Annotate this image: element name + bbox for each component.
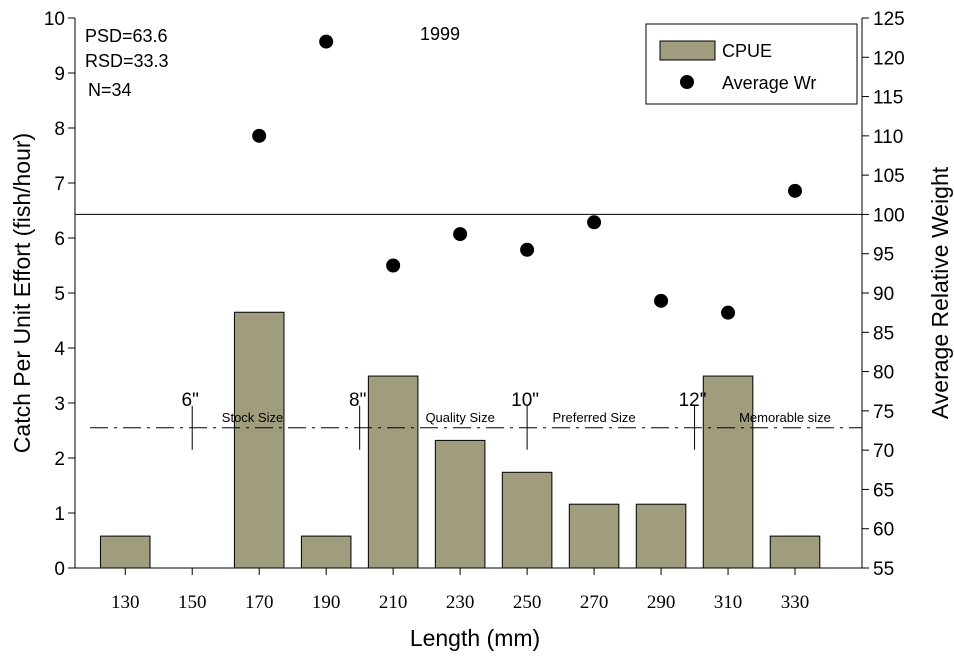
- y2-axis-title: Average Relative Weight: [927, 166, 953, 419]
- n-annotation: N=34: [88, 80, 132, 100]
- y2-tick-label-100: 100: [873, 205, 905, 226]
- y2-tick-label-90: 90: [873, 284, 894, 305]
- psd-annotation: PSD=63.6: [85, 26, 168, 46]
- legend-cpue-label: CPUE: [722, 41, 772, 61]
- y-tick-label-1: 1: [54, 504, 65, 525]
- cpue-bar-250: [501, 471, 553, 569]
- y2-tick-label-110: 110: [873, 127, 903, 148]
- y-tick-label-4: 4: [54, 339, 65, 360]
- inch-label-4: 12": [679, 390, 707, 411]
- size-zone-label-2: Quality Size: [425, 410, 494, 425]
- cpue-bar-170: [233, 311, 285, 569]
- y2-tick-label-55: 55: [873, 559, 894, 580]
- y2-tick-label-70: 70: [873, 441, 894, 462]
- x-tick-label-210: 210: [379, 592, 408, 613]
- tick-labels: 0 1 2 3 4 5 6 7 8 9 10 55 60 65 70 75 80 85 90 95 100 105 110 1…: [44, 9, 905, 613]
- legend: CPUE Average Wr: [645, 23, 858, 105]
- cpue-bar-270: [568, 503, 620, 569]
- wr-point-210: [386, 258, 401, 273]
- x-tick-label-150: 150: [178, 592, 207, 613]
- y-tick-label-7: 7: [54, 174, 65, 195]
- y2-tick-label-85: 85: [873, 323, 894, 344]
- wr-point-190: [319, 34, 334, 49]
- reference-lines: 6" 8" 10" 12" Stock Size Quality Size Preferre…: [75, 213, 862, 450]
- cpue-bars: [99, 311, 821, 569]
- inch-label-2: 8": [349, 390, 366, 411]
- y-tick-label-9: 9: [54, 64, 65, 85]
- x-tick-label-330: 330: [781, 592, 810, 613]
- y-tick-label-2: 2: [54, 449, 65, 470]
- legend-box: [645, 23, 858, 105]
- inch-label-1: 6": [182, 390, 199, 411]
- chart-title: 1999: [420, 24, 460, 44]
- x-tick-label-250: 250: [513, 592, 542, 613]
- y2-tick-label-125: 125: [873, 9, 905, 30]
- legend-wr-label: Average Wr: [722, 73, 816, 93]
- y-axis-title: Catch Per Unit Effort (fish/hour): [9, 133, 35, 453]
- x-tick-label-290: 290: [647, 592, 676, 613]
- wr-point-310: [721, 305, 736, 320]
- cpue-bar-290: [635, 503, 687, 569]
- cpue-bar-190: [300, 535, 352, 569]
- cpue-bar-210: [367, 375, 419, 569]
- y2-tick-label-115: 115: [873, 88, 903, 109]
- wr-point-290: [654, 293, 669, 308]
- inch-label-3: 10": [511, 390, 539, 411]
- cpue-bar-330: [769, 535, 821, 569]
- wr-point-270: [587, 215, 602, 230]
- y-tick-label-5: 5: [54, 284, 65, 305]
- size-zone-label-1: Stock Size: [222, 410, 283, 425]
- y2-tick-label-60: 60: [873, 520, 894, 541]
- cpue-bar-310: [702, 375, 754, 569]
- wr-point-330: [788, 183, 803, 198]
- y-tick-label-0: 0: [54, 559, 65, 580]
- x-tick-label-130: 130: [111, 592, 140, 613]
- y2-tick-label-65: 65: [873, 480, 894, 501]
- y-tick-label-6: 6: [54, 229, 65, 250]
- legend-cpue-swatch: [659, 40, 716, 61]
- cpue-bar-230: [434, 439, 486, 569]
- legend-wr-marker: [680, 75, 694, 89]
- x-tick-label-170: 170: [245, 592, 274, 613]
- x-axis-title: Length (mm): [410, 625, 540, 651]
- y2-tick-label-95: 95: [873, 245, 894, 266]
- y2-tick-label-120: 120: [873, 48, 905, 69]
- y2-tick-label-80: 80: [873, 363, 894, 384]
- x-tick-label-230: 230: [446, 592, 475, 613]
- x-tick-label-310: 310: [714, 592, 743, 613]
- y2-tick-label-75: 75: [873, 402, 894, 423]
- wr-point-230: [453, 227, 468, 242]
- y2-tick-label-105: 105: [873, 166, 905, 187]
- y-tick-label-3: 3: [54, 394, 65, 415]
- wr-point-170: [252, 128, 267, 143]
- cpue-bar-130: [99, 535, 151, 569]
- size-zone-label-4: Memorable size: [739, 410, 831, 425]
- size-zone-label-3: Preferred Size: [553, 410, 636, 425]
- average-wr-points: [252, 34, 803, 320]
- x-tick-label-190: 190: [312, 592, 341, 613]
- x-tick-label-270: 270: [580, 592, 609, 613]
- y-tick-label-8: 8: [54, 119, 65, 140]
- y-tick-label-10: 10: [44, 9, 65, 30]
- wr-point-250: [520, 242, 535, 257]
- rsd-annotation: RSD=33.3: [85, 51, 169, 71]
